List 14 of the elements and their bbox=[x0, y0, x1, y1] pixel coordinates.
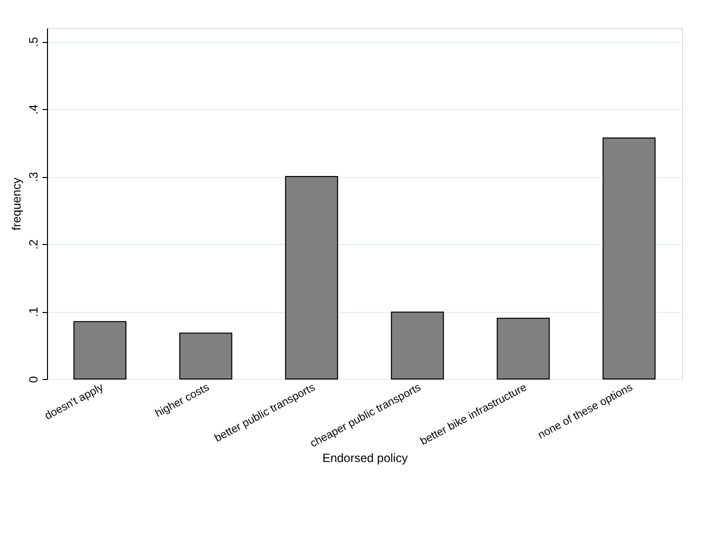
y-tick-label: .1 bbox=[26, 306, 40, 318]
y-tick-label: .2 bbox=[26, 239, 40, 250]
bar bbox=[390, 312, 444, 380]
bar bbox=[602, 138, 656, 380]
bar bbox=[73, 321, 126, 380]
y-tick-label: .5 bbox=[26, 36, 40, 48]
y-tick-label: 0 bbox=[26, 376, 40, 383]
bar bbox=[496, 318, 550, 380]
bar bbox=[179, 332, 232, 380]
y-tick-label: .3 bbox=[26, 172, 40, 182]
y-axis-title: frequency bbox=[10, 178, 24, 230]
x-axis-title: Endorsed policy bbox=[322, 451, 408, 466]
y-tick-label: .4 bbox=[26, 104, 40, 115]
bar bbox=[285, 176, 338, 380]
